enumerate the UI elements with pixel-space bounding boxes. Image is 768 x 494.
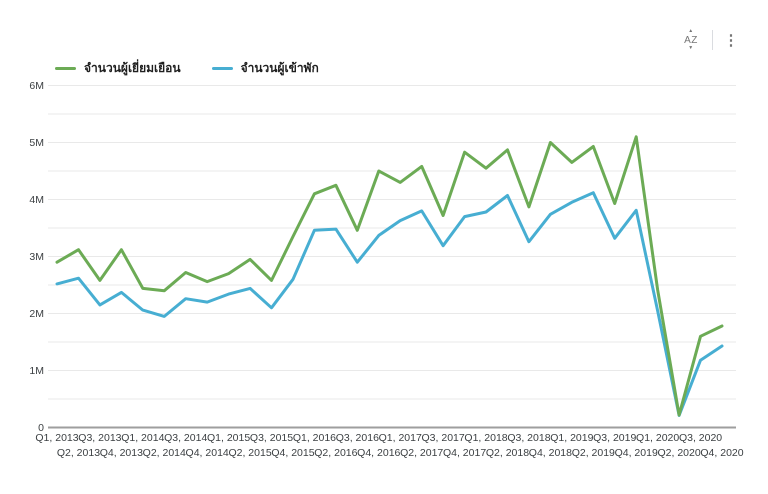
svg-text:Q2, 2016: Q2, 2016 [314,447,357,459]
svg-text:Q2, 2019: Q2, 2019 [572,447,615,459]
svg-text:Q4, 2020: Q4, 2020 [700,447,743,459]
svg-text:6M: 6M [29,80,44,92]
svg-text:Q3, 2017: Q3, 2017 [422,432,465,444]
sort-az-label: AZ [684,34,698,46]
svg-text:Q3, 2020: Q3, 2020 [679,432,722,444]
sort-arrow-down-icon: ▼ [688,45,694,51]
svg-text:2M: 2M [29,308,44,320]
visitors-series-label: จำนวนผู้เยี่ยมเยือน [84,61,181,75]
legend-item-guests: จำนวนผู้เข้าพัก [211,61,319,75]
svg-text:4M: 4M [29,194,44,206]
chart-toolbar: ▲ AZ ▼ ⋮ [679,28,740,52]
svg-text:Q3, 2018: Q3, 2018 [507,432,550,444]
svg-text:Q4, 2019: Q4, 2019 [615,447,658,459]
svg-text:Q2, 2017: Q2, 2017 [400,447,443,459]
sort-arrow-up-icon: ▲ [688,28,694,34]
svg-text:3M: 3M [29,251,44,263]
svg-text:5M: 5M [29,137,44,149]
svg-text:Q1, 2016: Q1, 2016 [293,432,336,444]
svg-text:Q4, 2013: Q4, 2013 [100,447,143,459]
svg-text:Q1, 2017: Q1, 2017 [379,432,422,444]
svg-text:Q1, 2019: Q1, 2019 [550,432,593,444]
svg-text:Q4, 2014: Q4, 2014 [186,447,229,459]
svg-text:Q2, 2020: Q2, 2020 [657,447,700,459]
guests-series-label: จำนวนผู้เข้าพัก [240,61,319,75]
svg-text:Q2, 2018: Q2, 2018 [486,447,529,459]
svg-text:Q2, 2014: Q2, 2014 [143,447,186,459]
svg-text:Q3, 2016: Q3, 2016 [336,432,379,444]
svg-text:Q4, 2018: Q4, 2018 [529,447,572,459]
svg-text:Q1, 2015: Q1, 2015 [207,432,250,444]
legend-item-visitors: จำนวนผู้เยี่ยมเยือน [55,61,181,75]
svg-text:Q4, 2016: Q4, 2016 [357,447,400,459]
guests-series-swatch [211,66,233,70]
svg-text:Q1, 2014: Q1, 2014 [121,432,164,444]
svg-text:Q3, 2019: Q3, 2019 [593,432,636,444]
svg-text:Q1, 2013: Q1, 2013 [35,432,78,444]
svg-text:1M: 1M [29,365,44,377]
sort-az-icon[interactable]: ▲ AZ ▼ [679,29,703,51]
svg-text:Q3, 2013: Q3, 2013 [78,432,121,444]
svg-text:Q3, 2015: Q3, 2015 [250,432,293,444]
toolbar-divider [712,30,713,50]
svg-text:Q1, 2020: Q1, 2020 [636,432,679,444]
svg-text:Q4, 2017: Q4, 2017 [443,447,486,459]
chart-legend: จำนวนผู้เยี่ยมเยือน จำนวนผู้เข้าพัก [55,60,319,76]
svg-text:Q2, 2015: Q2, 2015 [228,447,271,459]
svg-text:0: 0 [38,422,44,434]
svg-text:Q4, 2015: Q4, 2015 [271,447,314,459]
svg-text:Q1, 2018: Q1, 2018 [464,432,507,444]
svg-text:Q2, 2013: Q2, 2013 [57,447,100,459]
visitors-series-swatch [55,66,76,70]
svg-text:Q3, 2014: Q3, 2014 [164,432,207,444]
more-options-icon[interactable]: ⋮ [723,32,739,49]
